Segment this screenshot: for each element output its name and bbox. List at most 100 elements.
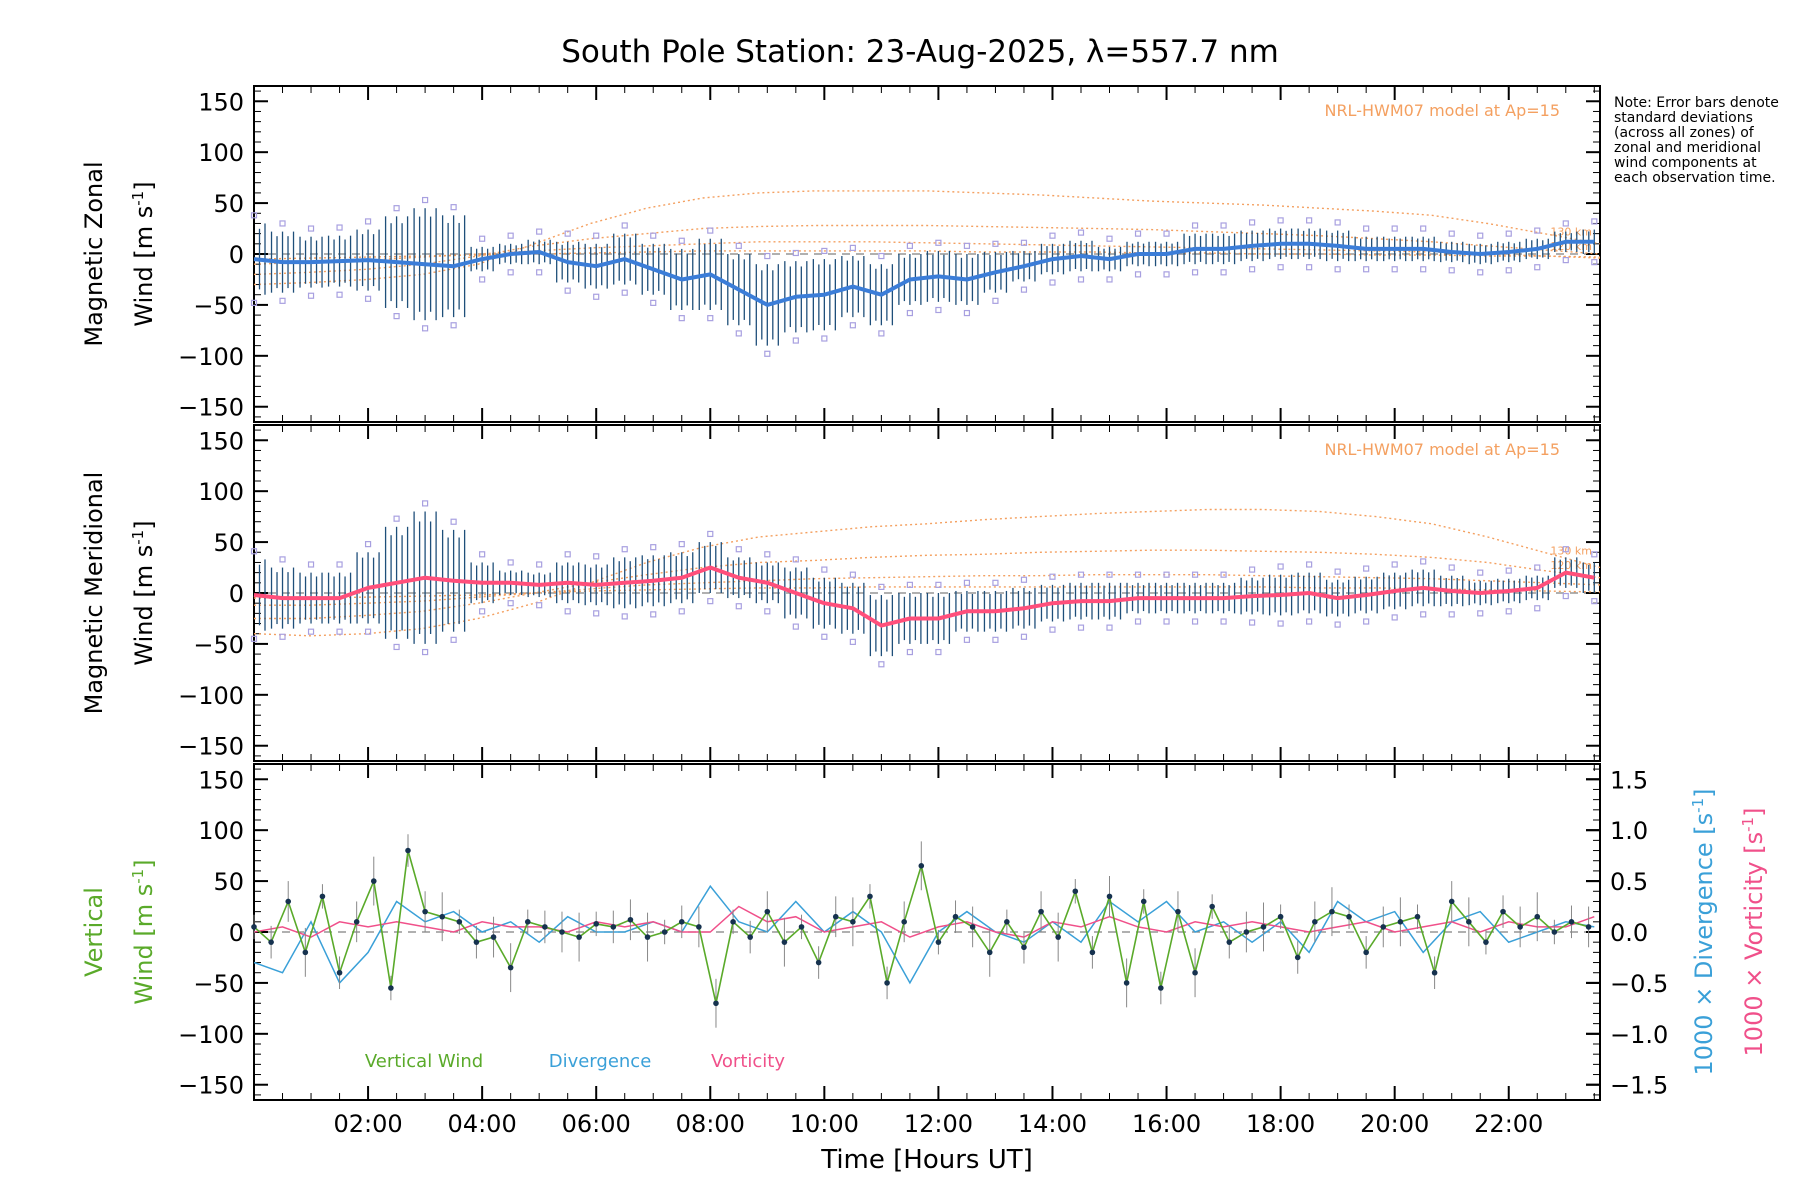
vorticity-line — [253, 905, 1595, 938]
zonal-outlier — [307, 292, 315, 299]
vertical-ylabel-line2: Wind [m s-1] — [129, 859, 158, 1004]
vertical-wind-point — [251, 924, 257, 930]
zonal-wind-line — [253, 239, 1595, 307]
vertical-wind-point — [336, 969, 343, 976]
zonal-outlier — [479, 276, 486, 283]
vertical-wind-point — [1380, 924, 1387, 930]
legend-entry: Vorticity — [711, 1051, 785, 1072]
vertical-wind-point — [901, 919, 907, 925]
zonal-outlier — [1163, 230, 1170, 237]
zonal-outlier — [1334, 219, 1341, 226]
vertical-wind-point — [370, 878, 377, 884]
zonal-outlier — [1106, 235, 1113, 242]
zonal-outlier — [536, 269, 543, 276]
zonal-outlier — [1020, 239, 1028, 246]
zonal-outlier — [821, 247, 828, 255]
vertical-wind-point — [405, 847, 411, 854]
x-tick-label: 12:00 — [904, 1110, 973, 1138]
vertical-wind-point — [1072, 888, 1079, 895]
meridional-outlier — [507, 559, 514, 566]
zonal-outlier — [1306, 264, 1313, 271]
zonal-outlier — [849, 244, 856, 251]
x-tick-label: 20:00 — [1360, 1110, 1429, 1138]
meridional-outlier — [364, 628, 372, 635]
meridional-model-curve — [254, 549, 1601, 620]
vertical-wind-point — [610, 924, 617, 930]
vertical-wind-point — [576, 934, 582, 940]
meridional-outlier — [422, 500, 429, 507]
vertical-wind-point — [935, 939, 942, 945]
vertical-wind-point — [1106, 893, 1113, 900]
divergence-y2label-text: 1000 × Divergence [s-1] — [1689, 788, 1718, 1075]
zonal-outlier — [422, 325, 429, 332]
zonal-outlier — [422, 196, 429, 204]
zonal-model-curve — [253, 224, 1601, 276]
meridional-ylabel-line1: Magnetic Meridional — [80, 472, 108, 715]
zonal-outlier — [1391, 225, 1398, 232]
vertical-wind-point — [884, 980, 890, 986]
divergence-line — [253, 884, 1595, 985]
meridional-outlier — [878, 583, 885, 590]
meridional-model-curve — [254, 586, 1601, 599]
zonal-outlier — [1562, 220, 1569, 227]
zonal-outlier — [336, 224, 343, 231]
zonal-outlier — [1591, 259, 1598, 266]
vorticity-y2label: 1000 × Vorticity [s-1] — [1739, 808, 1768, 1057]
meridional-outlier — [479, 551, 486, 558]
legend-entry: Vertical Wind — [365, 1051, 483, 1072]
meridional-outlier — [1277, 620, 1284, 627]
zonal-outlier — [393, 205, 400, 212]
vertical-wind-point — [1448, 898, 1455, 905]
zonal-ylabel-line1: Magnetic Zonal — [80, 161, 108, 346]
meridional-outlier — [1391, 561, 1398, 568]
meridional-outlier — [849, 571, 856, 578]
y2-tick-label: 1.5 — [1610, 766, 1648, 794]
zonal-outlier — [1049, 279, 1056, 286]
meridional-outlier — [1106, 624, 1113, 631]
zonal-outlier — [536, 228, 543, 235]
zonal-outlier — [1505, 230, 1512, 237]
vertical-wind-point — [1294, 954, 1301, 961]
vertical-wind-point — [627, 916, 634, 923]
vertical-wind-point — [986, 949, 993, 956]
vertical-wind-point — [952, 913, 959, 920]
meridional-outlier — [1248, 619, 1256, 626]
meridional-outlier — [1248, 566, 1256, 573]
meridional-outlier — [1049, 573, 1056, 580]
vertical-wind-point — [815, 959, 822, 966]
vertical-wind-point — [439, 913, 446, 920]
vertical-wind-point — [1312, 919, 1318, 925]
zonal-outlier — [1220, 222, 1227, 229]
zonal-outlier — [393, 313, 400, 320]
vertical-wind-point — [302, 949, 309, 956]
meridional-outlier — [279, 633, 286, 640]
zonal-ylabel-line2: Wind [m s-1] — [129, 181, 158, 326]
meridional-model-curve — [253, 508, 1601, 637]
x-tick-label: 02:00 — [333, 1110, 402, 1138]
meridional-outlier — [849, 638, 856, 645]
vertical-wind-point — [867, 893, 873, 900]
meridional-outlier — [906, 581, 913, 588]
zonal-ytick-label: −150 — [178, 394, 244, 422]
meridional-outlier — [1448, 611, 1455, 618]
meridional-outlier — [1534, 564, 1541, 571]
x-tick-label: 22:00 — [1474, 1110, 1543, 1138]
legend-entry: Divergence — [549, 1051, 652, 1072]
zonal-ytick-label: 0 — [229, 241, 244, 269]
error-bar-note: Note: Error bars denote standard deviati… — [1614, 95, 1779, 186]
zonal-outlier — [1220, 269, 1227, 276]
vertical-wind-point — [1260, 924, 1267, 930]
meridional-outlier — [507, 600, 514, 607]
vertical-wind-point — [319, 893, 326, 900]
vertical-wind-point — [1483, 939, 1489, 945]
vertical-wind-point — [713, 1000, 719, 1007]
meridional-ylabel-line2: Wind [m s-1] — [129, 520, 158, 665]
meridional-outlier — [479, 608, 486, 615]
meridional-outlier — [707, 530, 714, 538]
meridional-outlier — [1562, 592, 1569, 600]
meridional-outlier — [1134, 571, 1142, 578]
meridional-outlier — [1420, 558, 1427, 565]
vertical-wind-point — [1585, 924, 1592, 930]
vertical-wind-point — [781, 939, 788, 945]
vertical-wind-point — [832, 913, 839, 920]
